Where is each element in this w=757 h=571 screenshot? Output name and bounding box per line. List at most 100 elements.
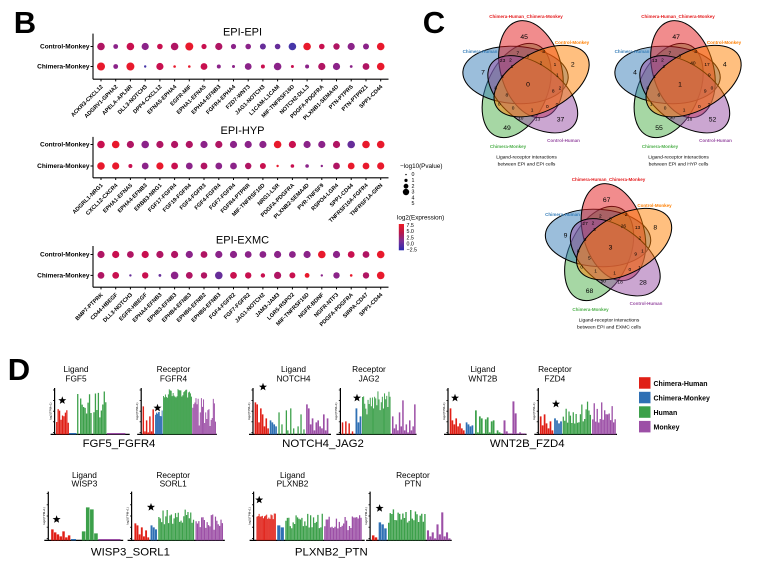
svg-text:2: 2 xyxy=(638,235,641,241)
svg-text:40: 40 xyxy=(690,60,696,66)
svg-text:2.5: 2.5 xyxy=(407,235,414,241)
svg-text:2: 2 xyxy=(708,102,711,108)
svg-text:17: 17 xyxy=(704,62,710,68)
svg-text:1: 1 xyxy=(613,271,616,277)
svg-text:WISP3: WISP3 xyxy=(71,478,97,488)
svg-text:28: 28 xyxy=(639,280,647,287)
svg-text:Control-Human: Control-Human xyxy=(699,138,732,143)
svg-text:Receptor: Receptor xyxy=(157,364,191,374)
svg-text:0: 0 xyxy=(412,172,415,178)
svg-text:JAG2: JAG2 xyxy=(359,374,380,384)
svg-text:NOTCH4_JAG2: NOTCH4_JAG2 xyxy=(282,438,364,450)
svg-text:Chimera-Human: Chimera-Human xyxy=(654,381,708,388)
svg-text:WISP3_SORL1: WISP3_SORL1 xyxy=(91,547,170,559)
svg-text:1: 1 xyxy=(678,82,682,89)
svg-text:2: 2 xyxy=(592,220,595,226)
svg-text:55: 55 xyxy=(655,125,663,132)
svg-text:0.0: 0.0 xyxy=(407,241,414,247)
svg-text:SORL1: SORL1 xyxy=(160,478,188,488)
svg-text:log2(TPM+1): log2(TPM+1) xyxy=(42,507,46,524)
svg-text:Control-Monkey: Control-Monkey xyxy=(40,142,90,149)
svg-text:0: 0 xyxy=(526,82,530,89)
svg-text:2: 2 xyxy=(412,184,415,190)
svg-text:0: 0 xyxy=(526,54,529,60)
svg-text:7.5: 7.5 xyxy=(407,223,414,229)
svg-text:Chimera-Human: Chimera-Human xyxy=(463,49,498,54)
svg-text:7: 7 xyxy=(516,51,519,57)
svg-text:Chimera-Human: Chimera-Human xyxy=(545,212,580,217)
svg-text:NOTCH4: NOTCH4 xyxy=(276,374,310,384)
svg-text:0: 0 xyxy=(580,264,583,270)
svg-text:Receptor: Receptor xyxy=(352,364,386,374)
svg-text:log2(TPM+1): log2(TPM+1) xyxy=(334,402,338,419)
svg-text:27: 27 xyxy=(582,221,588,227)
svg-text:1: 1 xyxy=(511,64,514,70)
svg-text:1: 1 xyxy=(531,108,534,114)
svg-text:Control-Monkey: Control-Monkey xyxy=(40,252,90,259)
svg-text:D: D xyxy=(8,352,30,387)
svg-text:log2(TPM+1): log2(TPM+1) xyxy=(532,402,536,419)
svg-text:68: 68 xyxy=(586,288,594,295)
svg-text:Control-Human: Control-Human xyxy=(630,301,663,306)
svg-text:Control-Monkey: Control-Monkey xyxy=(637,203,672,208)
svg-text:23: 23 xyxy=(500,58,506,64)
svg-text:Ligand: Ligand xyxy=(280,470,305,480)
svg-text:50: 50 xyxy=(601,278,607,284)
svg-text:10: 10 xyxy=(518,115,524,121)
svg-text:Chimera-Monkey: Chimera-Monkey xyxy=(37,64,90,71)
svg-text:2: 2 xyxy=(599,214,602,220)
svg-text:0: 0 xyxy=(546,104,549,110)
svg-text:4: 4 xyxy=(412,195,415,201)
svg-text:Ligand: Ligand xyxy=(72,470,97,480)
svg-text:2: 2 xyxy=(540,60,543,66)
svg-text:Ligand-receptor interactions: Ligand-receptor interactions xyxy=(579,318,640,324)
svg-text:between EPI and HYP cells: between EPI and HYP cells xyxy=(649,162,709,168)
svg-text:3: 3 xyxy=(584,237,587,243)
svg-text:8: 8 xyxy=(494,86,497,92)
svg-text:log2(TPM+1): log2(TPM+1) xyxy=(135,402,139,419)
svg-text:4: 4 xyxy=(633,70,637,77)
svg-text:Chimera-Monkey: Chimera-Monkey xyxy=(642,144,679,149)
svg-text:37: 37 xyxy=(557,117,565,124)
svg-text:0: 0 xyxy=(628,267,631,273)
svg-text:47: 47 xyxy=(670,115,676,121)
svg-text:Ligand: Ligand xyxy=(281,364,306,374)
svg-text:13: 13 xyxy=(652,58,658,64)
svg-text:FZD4: FZD4 xyxy=(545,374,566,384)
svg-text:log2(TPM+1): log2(TPM+1) xyxy=(442,402,446,419)
svg-text:1: 1 xyxy=(594,269,597,275)
svg-text:EPI-EXMC: EPI-EXMC xyxy=(216,235,269,247)
svg-text:3: 3 xyxy=(694,49,697,55)
svg-text:Human: Human xyxy=(654,410,678,417)
svg-text:between EPI and EPI cells: between EPI and EPI cells xyxy=(498,162,556,168)
svg-text:Receptor: Receptor xyxy=(538,364,572,374)
svg-text:log2(TPM+1): log2(TPM+1) xyxy=(125,507,129,524)
svg-text:47: 47 xyxy=(672,34,680,41)
svg-text:Control-Monkey: Control-Monkey xyxy=(40,44,90,51)
svg-text:1: 1 xyxy=(556,72,559,78)
svg-text:2: 2 xyxy=(661,57,664,63)
svg-text:Chimera-Human_Chimera-Monkey: Chimera-Human_Chimera-Monkey xyxy=(572,177,646,182)
svg-text:2: 2 xyxy=(625,212,628,218)
svg-text:5: 5 xyxy=(588,255,591,261)
svg-text:Chimera-Monkey: Chimera-Monkey xyxy=(490,144,527,149)
svg-text:Ligand-receptor interactions: Ligand-receptor interactions xyxy=(496,155,557,161)
svg-text:WNT2B_FZD4: WNT2B_FZD4 xyxy=(490,438,565,450)
svg-text:7: 7 xyxy=(668,51,671,57)
svg-text:Ligand: Ligand xyxy=(470,364,495,374)
svg-text:8: 8 xyxy=(505,92,508,98)
svg-text:0: 0 xyxy=(664,106,667,112)
svg-text:1: 1 xyxy=(638,265,641,271)
svg-text:0: 0 xyxy=(609,217,612,223)
svg-text:Chimera-Monkey: Chimera-Monkey xyxy=(572,307,609,312)
svg-text:PTN: PTN xyxy=(405,478,422,488)
svg-text:5: 5 xyxy=(412,201,415,207)
svg-text:Ligand: Ligand xyxy=(64,364,89,374)
svg-text:B: B xyxy=(14,5,36,40)
svg-text:3: 3 xyxy=(412,190,415,196)
svg-text:EPI-EPI: EPI-EPI xyxy=(223,27,262,39)
svg-text:18: 18 xyxy=(687,117,693,123)
svg-text:67: 67 xyxy=(603,197,611,204)
svg-text:3: 3 xyxy=(542,49,545,55)
svg-text:9: 9 xyxy=(708,72,711,78)
